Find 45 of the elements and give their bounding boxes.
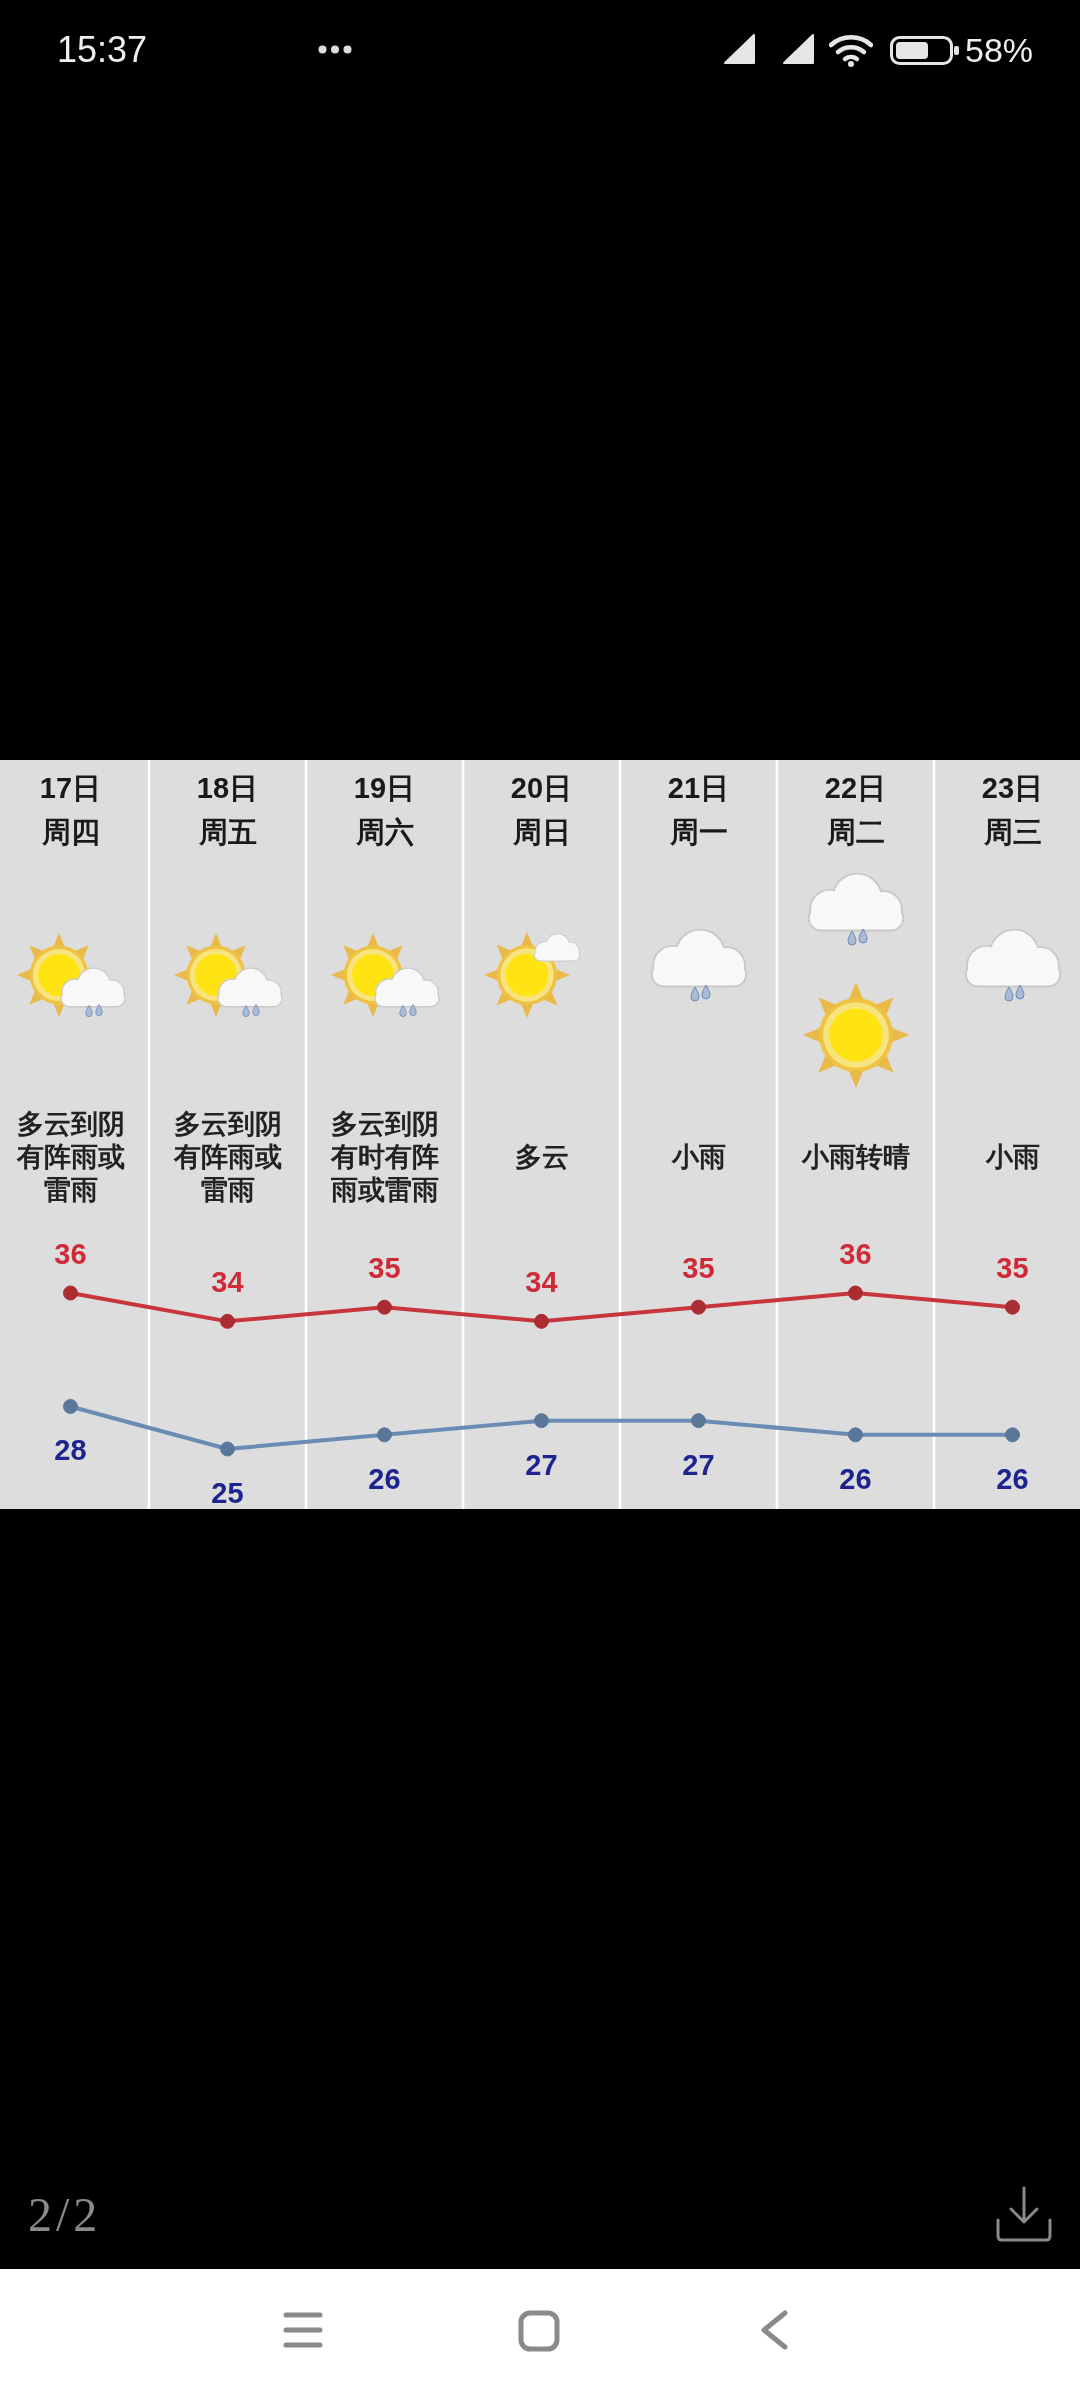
text: 多云到阴有阵雨或雷雨 [15, 1107, 126, 1207]
data-label: 27 [682, 1448, 715, 1481]
data-label: 35 [996, 1252, 1029, 1285]
data-label: 34 [211, 1266, 244, 1299]
data-label: 36 [839, 1238, 872, 1270]
data-label: 28 [54, 1434, 87, 1467]
point [691, 1299, 706, 1315]
point [220, 1441, 235, 1457]
text: 小雨转晴 [800, 1140, 911, 1174]
point [220, 1313, 235, 1329]
data-label: 27 [525, 1448, 558, 1481]
text: 多云到阴有时有阵雨或雷雨 [329, 1107, 440, 1207]
data-label: 26 [368, 1462, 401, 1495]
text: 58% [965, 30, 1034, 70]
point [691, 1413, 706, 1429]
data-label: 35 [368, 1252, 401, 1285]
data-label: 34 [525, 1266, 558, 1299]
x-tick-label: 21日周一 [667, 772, 730, 848]
point [534, 1313, 549, 1329]
x-tick-label: 23日周三 [981, 772, 1044, 848]
text: 多云到阴有阵雨或雷雨 [172, 1107, 283, 1207]
point [377, 1299, 392, 1315]
data-label: 35 [682, 1252, 715, 1285]
data-label: 36 [54, 1238, 87, 1270]
x-tick-label: 20日周日 [510, 772, 573, 848]
point [377, 1427, 392, 1443]
point [63, 1398, 78, 1414]
point [1005, 1299, 1020, 1315]
data-label: 25 [211, 1477, 244, 1509]
x-tick-label: 18日周五 [196, 772, 259, 848]
text: 15:37 [57, 28, 148, 72]
point [63, 1285, 78, 1301]
data-label: 26 [996, 1462, 1029, 1495]
point [848, 1285, 863, 1301]
x-tick-label: 19日周六 [353, 772, 416, 848]
point [848, 1427, 863, 1443]
point [1005, 1427, 1020, 1443]
text: 小雨 [984, 1140, 1041, 1174]
text: 2/2 [28, 2188, 102, 2242]
text: 小雨 [670, 1140, 727, 1174]
x-tick-label: 22日周二 [824, 772, 887, 848]
point [534, 1413, 549, 1429]
text: 多云 [513, 1140, 570, 1174]
x-tick-label: 17日周四 [39, 772, 102, 848]
data-label: 26 [839, 1462, 872, 1495]
